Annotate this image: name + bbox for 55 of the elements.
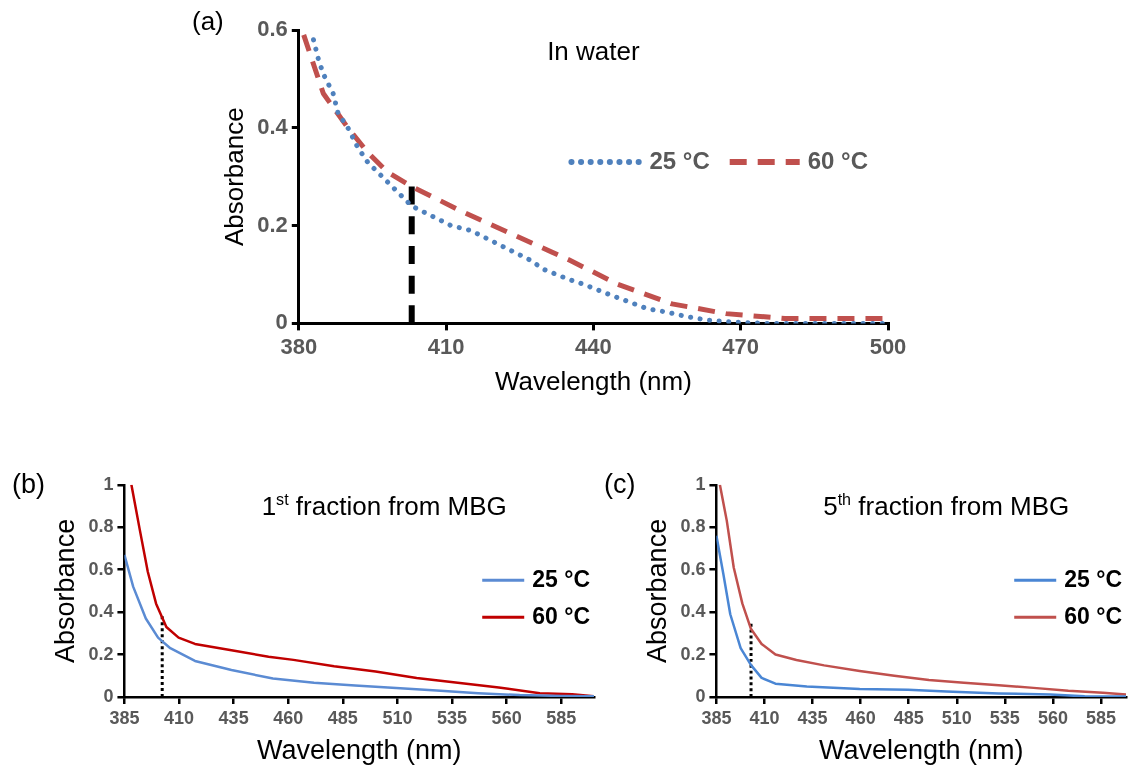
legend-label: 25 °C	[649, 146, 710, 174]
legend-label: 60 °C	[1064, 602, 1122, 629]
y-tick-label: 0.4	[680, 601, 706, 622]
y-tick-label: 0.4	[88, 601, 114, 622]
x-tick-label: 460	[273, 707, 304, 728]
x-tick-label: 510	[941, 707, 972, 728]
x-tick-label: 435	[218, 707, 249, 728]
x-tick-label: 410	[427, 333, 465, 359]
y-tick-label: 0.8	[88, 516, 114, 537]
chart-title: In water	[547, 36, 640, 66]
legend-label: 25 °C	[532, 565, 590, 592]
x-axis-title: Wavelength (nm)	[494, 365, 692, 396]
x-tick-label: 380	[280, 333, 318, 359]
x-tick-label: 470	[722, 333, 760, 359]
text: (b)	[12, 468, 45, 499]
x-tick-label: 500	[869, 333, 907, 359]
x-tick-label: 460	[845, 707, 876, 728]
y-tick-label: 0	[103, 685, 114, 706]
x-tick-label: 585	[1085, 707, 1117, 728]
x-tick-label: 440	[575, 333, 612, 359]
y-tick-label: 1	[695, 473, 706, 494]
x-tick-label: 410	[749, 707, 780, 728]
y-tick-label: 0	[695, 685, 706, 706]
y-tick-label: 0.8	[680, 516, 706, 537]
y-tick-label: 0.6	[88, 558, 114, 579]
y-axis-title: Absorbance	[641, 518, 672, 663]
x-tick-label: 410	[164, 707, 195, 728]
x-tick-label: 385	[701, 707, 732, 728]
x-tick-label: 385	[109, 707, 140, 728]
y-axis-title: Absorbance	[49, 518, 80, 663]
legend-label: 25 °C	[1064, 565, 1122, 592]
x-axis-title: Wavelength (nm)	[818, 735, 1024, 766]
x-tick-label: 510	[382, 707, 413, 728]
text: (a)	[192, 6, 224, 37]
x-tick-label: 585	[546, 707, 577, 728]
y-tick-label: 0.2	[257, 211, 288, 237]
x-tick-label: 560	[1037, 707, 1068, 728]
y-axis-title: Absorbance	[218, 107, 249, 247]
legend-label: 60 °C	[807, 146, 868, 174]
y-tick-label: 0.6	[257, 16, 288, 42]
y-tick-label: 0.2	[680, 643, 706, 664]
x-tick-label: 485	[327, 707, 358, 728]
y-tick-label: 0.4	[257, 113, 289, 139]
x-axis-title: Wavelength (nm)	[256, 735, 462, 766]
x-tick-label: 535	[437, 707, 468, 728]
x-tick-label: 535	[989, 707, 1020, 728]
y-tick-label: 1	[103, 473, 114, 494]
y-tick-label: 0.2	[88, 643, 114, 664]
y-tick-label: 0	[275, 309, 288, 335]
y-tick-label: 0.6	[680, 558, 706, 579]
x-tick-label: 560	[491, 707, 522, 728]
text: (c)	[604, 468, 636, 499]
legend-label: 60 °C	[532, 602, 590, 629]
x-tick-label: 485	[893, 707, 924, 728]
x-tick-label: 435	[797, 707, 828, 728]
